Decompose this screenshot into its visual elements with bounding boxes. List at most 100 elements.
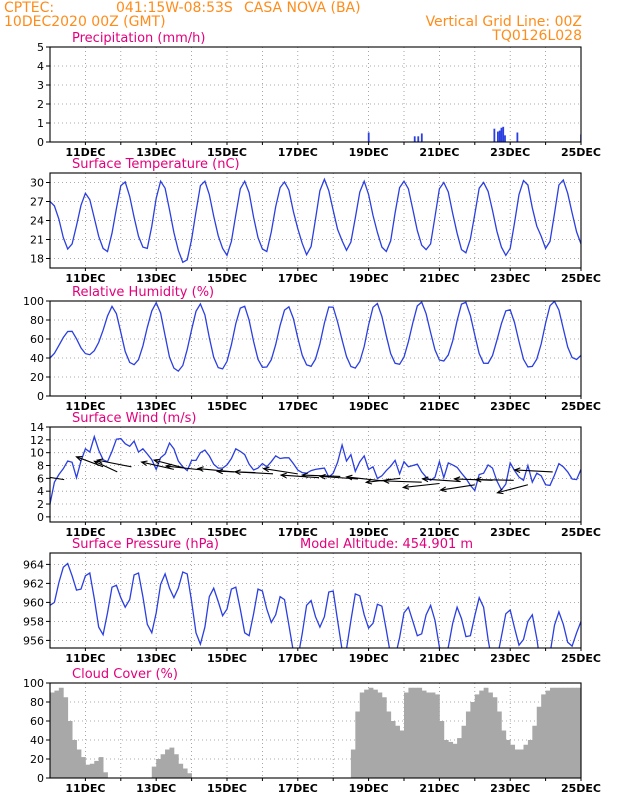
x-tick-label: 13DEC — [136, 146, 176, 159]
x-tick-label: 19DEC — [349, 400, 389, 413]
cloud-bar — [581, 688, 586, 778]
y-tick-label: 1 — [37, 117, 44, 130]
cloud-bar — [355, 711, 361, 778]
x-tick-label: 25DEC — [561, 400, 601, 413]
cloud-bar — [182, 768, 188, 778]
x-tick-label: 19DEC — [349, 272, 389, 285]
wind-arrow-shaft — [153, 459, 185, 469]
cloud-bar — [519, 749, 524, 778]
cloud-bar — [98, 757, 104, 778]
cloud-bar — [496, 711, 502, 778]
x-tick-label: 17DEC — [278, 272, 318, 285]
cloud-bar — [461, 725, 467, 778]
wind-arrow-shaft — [263, 467, 298, 475]
x-tick-label: 23DEC — [490, 146, 530, 159]
y-tick-label: 6 — [37, 472, 44, 485]
cloud-bar — [572, 687, 577, 778]
y-tick-label: 20 — [30, 371, 44, 384]
y-tick-label: 100 — [23, 295, 44, 308]
header-location: CASA NOVA (BA) — [244, 0, 361, 16]
x-tick-label: 15DEC — [207, 652, 247, 665]
cloud-bar — [465, 711, 471, 778]
wind-arrow-head — [215, 468, 224, 475]
cloud-bar — [483, 687, 489, 778]
wind-arrow-head — [152, 458, 161, 465]
x-tick-label: 23DEC — [490, 526, 530, 539]
wind-arrow-head — [279, 472, 287, 479]
wind-arrow — [364, 477, 401, 485]
cloud-bar — [488, 692, 493, 778]
cloud-bar — [94, 760, 100, 778]
wind-arrow-shaft — [281, 474, 320, 479]
y-tick-label: 958 — [23, 615, 44, 628]
panel-frame — [49, 172, 582, 269]
y-tick-label: 964 — [23, 558, 44, 571]
y-tick-label: 960 — [23, 596, 44, 609]
y-tick-label: 962 — [23, 577, 44, 590]
cloud-bar — [505, 740, 511, 778]
cloud-bar — [563, 687, 569, 778]
wind-arrow-head — [453, 476, 461, 482]
wind-arrow-shaft — [422, 478, 461, 483]
x-tick-label: 19DEC — [349, 782, 389, 795]
wind-arrow-shaft — [234, 471, 274, 475]
cloud-bar — [479, 690, 485, 778]
y-tick-label: 4 — [37, 485, 44, 498]
precip-bar — [413, 136, 416, 142]
wind-arrow-head — [196, 466, 204, 472]
cloud-bar — [558, 687, 564, 778]
x-tick-label: 23DEC — [490, 652, 530, 665]
wind-arrow-shaft — [366, 477, 401, 483]
cloud-bar — [412, 687, 418, 778]
wind-arrow-shaft — [475, 479, 514, 481]
rh-series-line — [50, 301, 581, 372]
cloud-bar — [439, 721, 445, 778]
x-tick-label: 17DEC — [278, 652, 318, 665]
wind-arrow — [474, 476, 514, 483]
wind-arrow-head — [474, 476, 482, 483]
cloud-bar — [390, 721, 396, 778]
wind-arrow-shaft — [94, 460, 118, 473]
y-tick-label: 5 — [37, 41, 44, 54]
wind-arrow-head — [345, 474, 353, 481]
cloud-bar — [395, 725, 400, 778]
panel-frame — [49, 46, 582, 143]
wind-arrow — [421, 476, 461, 483]
cloud-bar — [364, 689, 369, 778]
x-tick-label: 11DEC — [65, 782, 105, 795]
x-tick-label: 25DEC — [561, 146, 601, 159]
x-tick-label: 11DEC — [65, 526, 105, 539]
wind-arrow-shaft — [440, 484, 475, 491]
cloud-bar — [492, 697, 498, 778]
wind-arrow — [152, 458, 185, 469]
precip-bar — [420, 133, 423, 142]
wind-arrow — [279, 472, 320, 479]
wind-arrow-shaft — [319, 475, 359, 480]
cloud-bar — [527, 740, 533, 778]
cloud-bar — [550, 687, 555, 778]
y-tick-label: 0 — [37, 511, 44, 524]
wind-arrow-shaft — [403, 482, 440, 489]
data-rh — [50, 301, 581, 372]
wind-arrow — [382, 478, 422, 484]
cloud-bar — [585, 687, 590, 778]
temp-title: Surface Temperature (nC) — [72, 157, 240, 172]
y-tick-label: 100 — [23, 677, 44, 690]
cloud-bar — [404, 692, 409, 778]
rh-title: Relative Humidity (%) — [72, 285, 214, 300]
panel-precip: 0 1 2 3 4 5 11DEC 13DEC 15DEC 17DEC 19DEC 21DEC 23DE… — [37, 31, 601, 159]
cloud-bar — [532, 725, 538, 778]
cloud-bar — [510, 744, 516, 778]
cloud-bar — [72, 740, 77, 778]
x-tick-label: 25DEC — [561, 526, 601, 539]
cloud-bar — [514, 749, 520, 778]
cloud-bar — [430, 692, 436, 778]
cloud-bar — [76, 749, 82, 778]
cloud-bar — [443, 740, 449, 778]
cloud-bar — [381, 697, 387, 778]
cloud-bar — [85, 764, 91, 778]
data-wind — [50, 434, 581, 505]
data-temp — [50, 177, 581, 264]
precip-bar — [493, 128, 496, 142]
